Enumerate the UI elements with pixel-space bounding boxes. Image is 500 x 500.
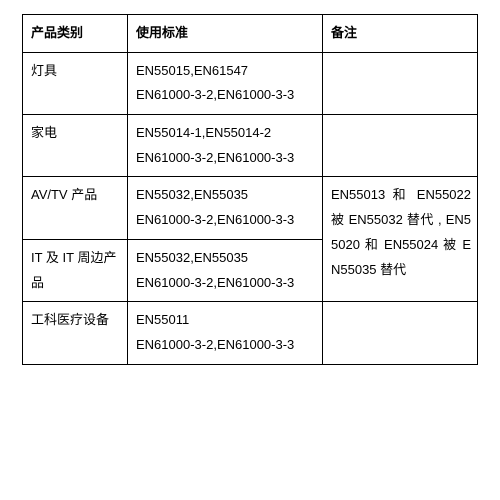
table-header-row: 产品类别 使用标准 备注 bbox=[23, 15, 478, 53]
col-header-remark: 备注 bbox=[323, 15, 478, 53]
col-header-standards: 使用标准 bbox=[128, 15, 323, 53]
table-row: 灯具 EN55015,EN61547 EN61000-3-2,EN61000-3… bbox=[23, 52, 478, 114]
standard-line: EN61000-3-2,EN61000-3-3 bbox=[136, 83, 316, 108]
page: 产品类别 使用标准 备注 灯具 EN55015,EN61547 EN61000-… bbox=[0, 0, 500, 500]
standards-table: 产品类别 使用标准 备注 灯具 EN55015,EN61547 EN61000-… bbox=[22, 14, 478, 365]
standard-line: EN61000-3-2,EN61000-3-3 bbox=[136, 333, 316, 358]
standard-line: EN55014-1,EN55014-2 bbox=[136, 121, 316, 146]
cell-standards: EN55032,EN55035 EN61000-3-2,EN61000-3-3 bbox=[128, 239, 323, 301]
cell-standards: EN55014-1,EN55014-2 EN61000-3-2,EN61000-… bbox=[128, 115, 323, 177]
cell-remark bbox=[323, 302, 478, 364]
cell-standards: EN55011 EN61000-3-2,EN61000-3-3 bbox=[128, 302, 323, 364]
cell-category: 灯具 bbox=[23, 52, 128, 114]
cell-category: AV/TV 产品 bbox=[23, 177, 128, 239]
standard-line: EN61000-3-2,EN61000-3-3 bbox=[136, 146, 316, 171]
table-row: AV/TV 产品 EN55032,EN55035 EN61000-3-2,EN6… bbox=[23, 177, 478, 239]
standard-line: EN55015,EN61547 bbox=[136, 59, 316, 84]
cell-remark bbox=[323, 52, 478, 114]
table-row: 工科医疗设备 EN55011 EN61000-3-2,EN61000-3-3 bbox=[23, 302, 478, 364]
standard-line: EN61000-3-2,EN61000-3-3 bbox=[136, 271, 316, 296]
cell-remark bbox=[323, 115, 478, 177]
cell-category: 工科医疗设备 bbox=[23, 302, 128, 364]
col-header-category: 产品类别 bbox=[23, 15, 128, 53]
cell-category: 家电 bbox=[23, 115, 128, 177]
standard-line: EN55032,EN55035 bbox=[136, 246, 316, 271]
cell-standards: EN55032,EN55035 EN61000-3-2,EN61000-3-3 bbox=[128, 177, 323, 239]
standard-line: EN61000-3-2,EN61000-3-3 bbox=[136, 208, 316, 233]
cell-remark-merged: EN55013 和 EN55022 被 EN55032 替代 , EN55020… bbox=[323, 177, 478, 302]
table-row: 家电 EN55014-1,EN55014-2 EN61000-3-2,EN610… bbox=[23, 115, 478, 177]
cell-category: IT 及 IT 周边产品 bbox=[23, 239, 128, 301]
standard-line: EN55032,EN55035 bbox=[136, 183, 316, 208]
standard-line: EN55011 bbox=[136, 308, 316, 333]
cell-standards: EN55015,EN61547 EN61000-3-2,EN61000-3-3 bbox=[128, 52, 323, 114]
